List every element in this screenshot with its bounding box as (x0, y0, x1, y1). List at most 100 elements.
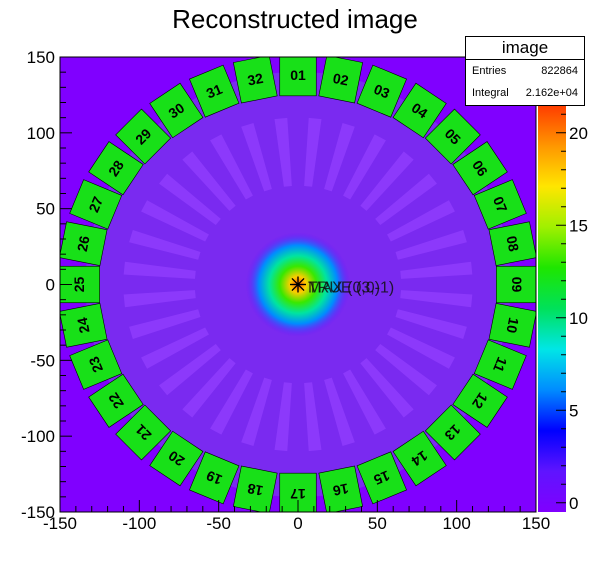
detector-08: 08 (488, 221, 536, 266)
detector-22: 22 (88, 373, 144, 428)
colorbar-tick-label: 20 (569, 124, 588, 143)
artifact-spoke (387, 200, 455, 242)
detector-31: 31 (189, 64, 240, 118)
detector-label: 27 (85, 194, 106, 215)
stats-box-title: image (466, 37, 584, 60)
artifact-spoke (360, 151, 414, 211)
detector-17: 17 (279, 472, 317, 512)
detector-box (392, 430, 447, 487)
detector-27: 27 (69, 179, 123, 230)
artifact-spoke (400, 261, 473, 279)
detector-box (356, 64, 407, 118)
detector-box (424, 108, 481, 165)
artifact-spoke (182, 358, 236, 418)
detector-label: 20 (165, 447, 187, 469)
marker-label: TRUE (3,-1) (308, 280, 394, 297)
detector-05: 05 (424, 108, 481, 165)
true-marker: TRUE (3,-1) (290, 276, 394, 297)
detector-label: 14 (409, 448, 431, 470)
artifact-spoke (129, 229, 201, 260)
y-tick-label: 100 (27, 124, 55, 143)
detector-12: 12 (452, 373, 508, 428)
colorbar-tick-label: 0 (569, 494, 578, 513)
artifact-spoke (304, 382, 322, 452)
detector-box (233, 57, 278, 104)
detector-label: 26 (74, 234, 93, 253)
detector-28: 28 (88, 141, 144, 196)
detector-25: 25 (60, 265, 100, 304)
detector-label: 17 (290, 486, 306, 502)
detector-label: 02 (332, 70, 351, 89)
y-tick-label: -50 (30, 351, 55, 370)
detector-box (473, 179, 527, 230)
detector-label: 25 (71, 277, 87, 293)
artifact-spoke (343, 134, 386, 200)
artifact-spoke (274, 382, 292, 452)
detector-label: 30 (165, 99, 187, 121)
x-tick-label: 50 (368, 514, 387, 533)
artifact-spoke (324, 377, 355, 447)
detector-07: 07 (473, 179, 527, 230)
detector-box (488, 303, 536, 348)
detector-20: 20 (149, 430, 204, 487)
artifact-spoke (141, 327, 209, 369)
artifact-spoke (241, 122, 272, 192)
artifact-spoke (395, 229, 467, 260)
detector-10: 10 (488, 303, 536, 348)
detector-30: 30 (149, 82, 204, 139)
detector-label: 28 (105, 157, 127, 179)
detector-box (69, 339, 123, 390)
detector-label: 24 (74, 316, 93, 335)
detector-19: 19 (189, 451, 240, 505)
stats-box: image Entries 822864 Integral 2.162e+04 (465, 36, 585, 106)
integral-value: 2.162e+04 (525, 87, 578, 99)
integral-label: Integral (472, 87, 509, 99)
artifact-spoke (375, 173, 437, 226)
detector-label: 19 (204, 467, 225, 488)
artifact-spoke (395, 309, 467, 340)
artifact-spoke (375, 343, 437, 396)
detector-label: 32 (246, 70, 265, 89)
detector-box (488, 221, 536, 266)
colorbar-tick-label: 15 (569, 216, 588, 235)
detector-14: 14 (392, 430, 447, 487)
detector-box (115, 108, 172, 165)
detector-02: 02 (318, 57, 363, 104)
detector-box (356, 451, 407, 505)
detector-11: 11 (473, 339, 527, 390)
colorbar-tick-label: 5 (569, 401, 578, 420)
detector-06: 06 (452, 141, 508, 196)
artifact-spoke (123, 261, 196, 279)
artifact-spoke (210, 369, 253, 435)
detector-box (318, 57, 363, 104)
detector-label: 18 (246, 480, 265, 499)
detector-box (60, 221, 108, 266)
detector-box (115, 404, 172, 461)
detector-label: 09 (509, 277, 525, 293)
chart-title: Reconstructed image (172, 4, 418, 34)
artifact-spoke (324, 122, 355, 192)
detector-label: 23 (85, 354, 106, 375)
entries-label: Entries (472, 65, 507, 77)
artifact-spoke (387, 327, 455, 369)
detector-label: 08 (503, 234, 522, 253)
detector-box (189, 64, 240, 118)
artifact-spoke (210, 134, 253, 200)
x-tick-label: -100 (122, 514, 156, 533)
detector-box (88, 373, 144, 428)
x-tick-label: 150 (522, 514, 550, 533)
detector-01: 01 (279, 57, 317, 97)
y-tick-label: 50 (36, 200, 55, 219)
marker-label: MAX (0,0) (308, 280, 380, 297)
detector-box (149, 430, 204, 487)
artifact-spoke (182, 151, 236, 211)
detector-29: 29 (115, 108, 172, 165)
x-tick-label: 0 (293, 514, 302, 533)
detector-16: 16 (318, 465, 363, 512)
colorbar-tick-label: 10 (569, 309, 588, 328)
detector-09: 09 (496, 265, 536, 304)
detector-box (189, 451, 240, 505)
artifact-spoke (400, 290, 473, 308)
y-tick-label: -150 (21, 503, 55, 522)
